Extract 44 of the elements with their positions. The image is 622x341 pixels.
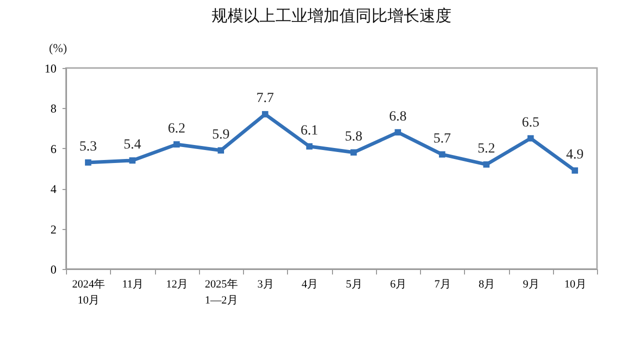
x-tick-label: 6月	[390, 278, 407, 290]
x-tick-label: 3月	[257, 278, 274, 290]
point	[438, 151, 446, 158]
data-label: 5.9	[212, 127, 230, 142]
x-tick-label: 5月	[346, 278, 362, 290]
y-axis-title: (%)	[49, 41, 67, 55]
point	[572, 167, 578, 174]
data-label: 6.2	[168, 121, 186, 136]
data-label: 7.7	[256, 91, 274, 106]
data-label: 6.8	[389, 109, 407, 124]
point	[394, 129, 402, 136]
chart-title: 规模以上工业增加值同比增长速度	[212, 6, 452, 25]
point	[483, 161, 490, 168]
y-tick-label: 4	[50, 182, 56, 196]
x-tick-label: 2024年 10月	[72, 278, 106, 306]
y-tick-label: 0	[50, 262, 56, 276]
data-label: 5.2	[478, 141, 496, 156]
data-label: 5.3	[79, 139, 97, 154]
x-tick-label: 11月	[122, 278, 144, 290]
x-tick-label: 7月	[434, 278, 451, 290]
x-tick-label: 4月	[302, 278, 318, 290]
data-label: 5.4	[124, 137, 142, 152]
x-tick-label: 9月	[522, 278, 540, 290]
point	[218, 147, 224, 154]
y-tick-label: 2	[50, 222, 56, 236]
y-tick-label: 6	[50, 142, 56, 156]
data-label: 6.5	[522, 115, 540, 130]
point	[129, 157, 136, 164]
x-tick-label: 10月	[564, 278, 586, 290]
point	[262, 111, 268, 118]
data-label: 4.9	[566, 148, 584, 163]
point	[84, 159, 92, 166]
point	[173, 141, 180, 148]
data-label: 6.1	[300, 123, 318, 138]
x-tick-label: 8月	[478, 278, 496, 290]
y-tick-label: 8	[50, 102, 56, 116]
x-tick-label: 12月	[166, 278, 188, 290]
data-label: 5.8	[344, 129, 362, 144]
point	[306, 143, 313, 150]
data-label: 5.7	[433, 131, 451, 146]
point	[527, 135, 534, 142]
point	[350, 149, 357, 156]
x-tick-label: 2025年 1—2月	[204, 278, 238, 306]
y-tick-label: 10	[44, 62, 56, 76]
